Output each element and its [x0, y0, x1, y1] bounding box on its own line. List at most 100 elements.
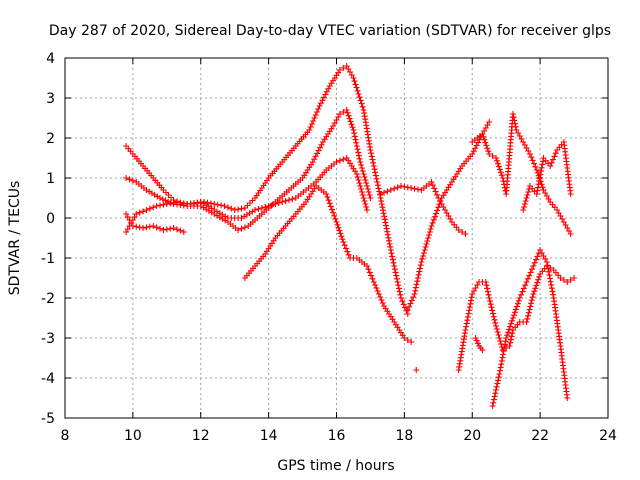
data-point-marker [395, 282, 402, 289]
data-point-marker [339, 236, 346, 243]
data-point-marker [429, 182, 436, 189]
data-point-marker [123, 175, 130, 181]
data-point-marker [340, 239, 347, 245]
data-point-marker [501, 344, 508, 351]
data-point-marker [235, 227, 242, 233]
x-tick-label: 12 [192, 428, 210, 444]
data-point-marker [420, 253, 427, 259]
data-point-marker [353, 171, 360, 177]
data-point-marker [377, 294, 384, 300]
series-arc-12 [520, 139, 574, 213]
y-tick-label: -3 [41, 331, 55, 347]
data-point-marker [550, 291, 557, 298]
data-point-marker [534, 184, 541, 191]
data-point-marker [167, 225, 174, 232]
data-point-marker [408, 339, 415, 345]
plot-frame [64, 57, 609, 419]
data-point-marker [527, 269, 534, 276]
data-point-marker [366, 269, 373, 276]
data-point-marker [422, 244, 429, 250]
data-point-marker [539, 158, 546, 165]
data-point-marker [262, 204, 269, 210]
data-point-marker [368, 272, 375, 279]
data-point-marker [377, 191, 384, 197]
data-point-marker [526, 272, 533, 279]
data-point-marker [548, 159, 555, 166]
data-point-marker [228, 205, 235, 212]
data-point-marker [367, 195, 374, 201]
data-point-marker [275, 200, 282, 206]
data-point-marker [140, 208, 147, 215]
data-point-marker [413, 281, 420, 288]
data-point-marker [370, 159, 377, 166]
data-point-marker [358, 189, 365, 195]
data-point-marker [218, 202, 225, 209]
data-point-marker [482, 279, 489, 285]
data-point-marker [548, 281, 555, 288]
data-point-marker [533, 282, 540, 289]
data-point-marker [374, 179, 381, 185]
data-point-marker [351, 133, 358, 140]
data-point-marker [431, 185, 438, 192]
data-point-marker [170, 225, 177, 231]
data-point-marker [529, 157, 536, 164]
data-point-marker [472, 335, 479, 341]
data-point-marker [486, 295, 493, 301]
data-point-marker [314, 150, 321, 157]
data-point-marker [548, 285, 555, 292]
data-point-marker [235, 206, 242, 213]
data-point-marker [374, 182, 381, 189]
data-point-marker [380, 207, 387, 214]
data-point-marker [493, 323, 500, 329]
data-point-marker [376, 191, 383, 198]
data-point-marker [315, 106, 322, 112]
data-point-marker [317, 144, 324, 151]
data-point-marker [307, 124, 314, 130]
data-point-marker [384, 228, 391, 235]
data-point-marker [269, 202, 276, 208]
data-point-marker [489, 153, 496, 159]
data-point-marker [308, 121, 315, 127]
data-point-marker [397, 183, 404, 189]
data-point-marker [485, 148, 492, 155]
data-point-marker [379, 204, 386, 211]
data-point-marker [514, 300, 521, 307]
data-point-marker [483, 282, 490, 289]
data-point-marker [526, 151, 533, 157]
data-point-marker [401, 183, 408, 190]
data-point-marker [140, 225, 147, 231]
data-point-marker [414, 186, 421, 193]
data-point-marker [361, 174, 368, 180]
data-point-marker [331, 212, 338, 219]
data-point-marker [370, 279, 377, 285]
data-point-marker [150, 223, 157, 229]
data-point-marker [382, 219, 389, 226]
chart-title: Day 287 of 2020, Sidereal Day-to-day VTE… [49, 23, 611, 39]
data-point-marker [334, 221, 341, 228]
data-point-marker [487, 301, 494, 308]
data-point-marker [207, 200, 214, 207]
data-point-marker [425, 232, 432, 238]
data-point-marker [162, 197, 169, 204]
series-arc-8 [455, 263, 578, 373]
series-outlier [413, 367, 420, 373]
data-point-marker [511, 117, 518, 124]
data-point-marker [358, 162, 365, 168]
data-point-marker [485, 291, 492, 298]
data-point-marker [356, 94, 363, 101]
data-point-marker [498, 357, 505, 364]
data-point-marker [564, 395, 571, 401]
data-point-marker [258, 205, 265, 211]
data-point-marker [533, 167, 540, 173]
data-point-marker [547, 278, 554, 285]
data-point-marker [495, 374, 502, 381]
data-point-marker [177, 199, 184, 206]
data-point-marker [363, 180, 370, 186]
data-point-marker [428, 223, 435, 229]
data-point-marker [133, 211, 140, 217]
data-point-marker [436, 201, 443, 208]
data-point-marker [508, 333, 515, 340]
data-point-marker [479, 347, 486, 353]
data-point-marker [279, 199, 286, 205]
data-point-marker [369, 156, 376, 163]
